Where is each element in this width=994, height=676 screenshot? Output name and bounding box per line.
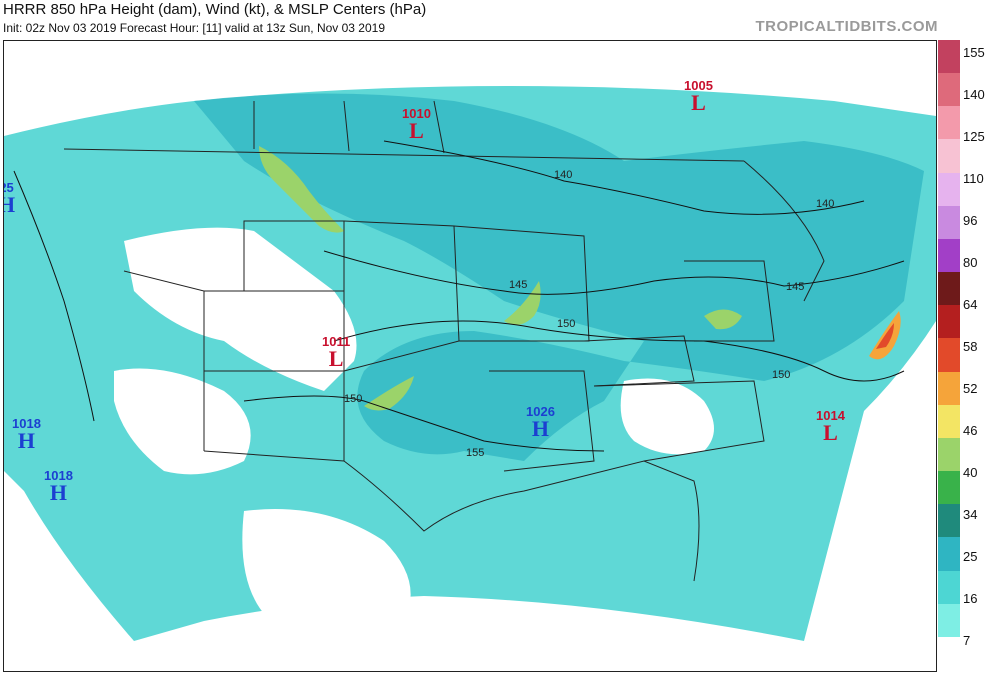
colorbar-label: 96 (963, 213, 978, 228)
wind-max-montana (259, 146, 344, 233)
wind-max-ohio (704, 309, 742, 330)
low-center-1010: 1010 L (402, 106, 431, 143)
wind-max-iowa (504, 281, 541, 325)
colorbar-swatch (938, 73, 960, 108)
colorbar-label: 80 (963, 255, 978, 270)
map-title: HRRR 850 hPa Height (dam), Wind (kt), & … (3, 1, 427, 18)
colorbar-swatch (938, 437, 960, 472)
colorbar-label: 125 (963, 129, 985, 144)
calm-area-southwest (114, 368, 251, 475)
contour-label-145-mid: 145 (509, 279, 528, 291)
contour-label-150-sw: 150 (344, 393, 363, 405)
colorbar-swatch (938, 238, 960, 273)
low-center-1014: 1014 L (816, 408, 845, 445)
colorbar-label: 110 (963, 171, 984, 186)
weather-map: 140 140 145 145 150 150 150 155 1010 L 10… (3, 40, 937, 672)
colorbar-label: 155 (963, 45, 985, 60)
map-canvas (4, 86, 936, 641)
brand-label: TROPICALTIDBITS.COM (755, 18, 938, 35)
colorbar-label: 16 (963, 591, 978, 606)
colorbar-label: 64 (963, 297, 978, 312)
colorbar-swatch (938, 272, 960, 307)
high-center-1026: 1026 H (526, 404, 555, 441)
colorbar-swatch (938, 305, 960, 340)
contour-label-140-north: 140 (554, 169, 573, 181)
colorbar-label: 34 (963, 507, 978, 522)
colorbar-swatch (938, 570, 960, 605)
colorbar-swatch (938, 603, 960, 638)
colorbar-swatch (938, 537, 960, 572)
calm-area-west (124, 227, 357, 391)
wind-max-atlantic (869, 311, 901, 360)
colorbar-swatch (938, 504, 960, 539)
colorbar-label: 46 (963, 423, 978, 438)
contour-label-155-south: 155 (466, 447, 485, 459)
height-contours (13, 140, 905, 452)
high-center-1018-north: 1018 H (12, 416, 41, 453)
colorbar-label: 25 (963, 549, 978, 564)
low-center-1005: 1005 L (684, 78, 713, 115)
colorbar-swatch (938, 205, 960, 240)
colorbar-swatch (938, 40, 960, 74)
colorbar-swatch (938, 106, 960, 141)
calm-area-southeast (620, 378, 714, 455)
colorbar-label: 40 (963, 465, 978, 480)
colorbar-swatch (938, 338, 960, 373)
contour-label-150-mid: 150 (557, 318, 576, 330)
high-center-1018-south: 1018 H (44, 468, 73, 505)
colorbar-swatch (938, 471, 960, 506)
calm-area-mexico (242, 509, 411, 635)
contour-label-140-east: 140 (816, 198, 835, 210)
wind-max-atlantic-core (876, 323, 894, 349)
high-center-25: 25H (4, 180, 15, 216)
colorbar-swatch (938, 172, 960, 207)
contour-label-150-east: 150 (772, 369, 791, 381)
wind-speed-colorbar: 155 140 125 110 96 80 64 58 52 46 40 34 25 16 7 (938, 40, 994, 671)
wind-max-texas (364, 376, 414, 411)
colorbar-swatch (938, 636, 960, 671)
colorbar-swatch (938, 139, 960, 174)
contour-label-145-east: 145 (786, 281, 805, 293)
colorbar-label: 140 (963, 87, 985, 102)
colorbar-label: 58 (963, 339, 978, 354)
colorbar-label: 7 (963, 633, 971, 648)
map-subtitle: Init: 02z Nov 03 2019 Forecast Hour: [11… (3, 21, 386, 35)
colorbar-label: 52 (963, 381, 978, 396)
colorbar-swatch (938, 371, 960, 406)
colorbar-swatch (938, 404, 960, 439)
wind-field-teal (194, 93, 924, 461)
low-center-1011: 1011 L (322, 334, 351, 371)
